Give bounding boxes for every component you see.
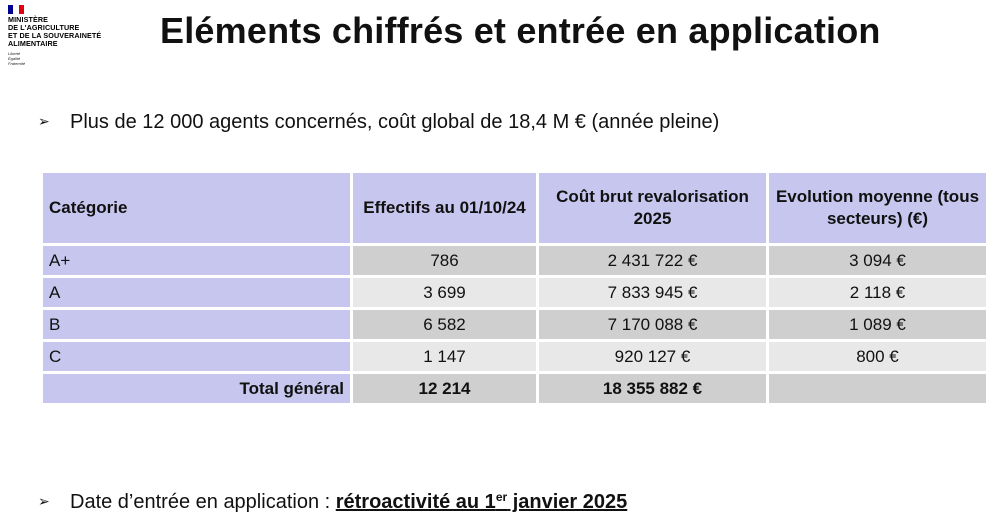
cell-effectifs: 6 582 (350, 307, 539, 342)
cell-effectifs: 786 (350, 243, 539, 278)
header-effectifs: Effectifs au 01/10/24 (350, 170, 539, 246)
cell-cout: 920 127 € (536, 339, 769, 374)
header-categorie: Catégorie (40, 170, 353, 246)
marianne-flag-icon (8, 5, 24, 14)
emphasis-text-start: rétroactivité au 1 (335, 491, 496, 513)
arrow-bullet-icon: ➢ (38, 113, 50, 129)
ordinal-superscript: er (495, 490, 508, 504)
cell-evolution: 1 089 € (766, 307, 989, 342)
slide-title: Eléments chiffrés et entrée en applicati… (160, 10, 881, 51)
table-header-row: Catégorie Effectifs au 01/10/24 Coût bru… (40, 170, 989, 246)
cell-cout: 7 170 088 € (536, 307, 769, 342)
bullet-agents-text: Plus de 12 000 agents concernés, coût gl… (70, 111, 720, 133)
cell-effectifs: 1 147 (350, 339, 539, 374)
republic-motto: Liberté Égalité Fraternité (8, 51, 26, 66)
header-cout-brut: Coût brut revalorisation 2025 (536, 170, 769, 246)
cell-total-evolution (766, 371, 989, 406)
figures-table: Catégorie Effectifs au 01/10/24 Coût bru… (40, 170, 989, 406)
cell-evolution: 800 € (766, 339, 989, 374)
header-evolution: Evolution moyenne (tous secteurs) (€) (766, 170, 989, 246)
cell-categorie: B (40, 307, 353, 342)
cell-cout: 2 431 722 € (536, 243, 769, 278)
table-row: A 3 699 7 833 945 € 2 118 € (40, 275, 989, 310)
cell-total-effectifs: 12 214 (350, 371, 539, 406)
table-total-row: Total général 12 214 18 355 882 € (40, 371, 989, 406)
table-row: A+ 786 2 431 722 € 3 094 € (40, 243, 989, 278)
cell-total-cout: 18 355 882 € (536, 371, 769, 406)
bullet-date-prefix: Date d’entrée en application : (70, 491, 336, 513)
cell-total-label: Total général (40, 371, 353, 406)
cell-cout: 7 833 945 € (536, 275, 769, 310)
table-row: C 1 147 920 127 € 800 € (40, 339, 989, 374)
arrow-bullet-icon: ➢ (38, 493, 50, 509)
cell-categorie: C (40, 339, 353, 374)
ministry-name: MINISTÈRE DE L'AGRICULTURE ET DE LA SOUV… (8, 15, 102, 48)
cell-categorie: A+ (40, 243, 353, 278)
ministry-logo: MINISTÈRE DE L'AGRICULTURE ET DE LA SOUV… (8, 5, 128, 75)
cell-evolution: 2 118 € (766, 275, 989, 310)
cell-evolution: 3 094 € (766, 243, 989, 278)
bullet-date: ➢ Date d’entrée en application : rétroact… (38, 490, 627, 514)
bullet-date-emphasis: rétroactivité au 1er janvier 2025 (335, 490, 628, 513)
cell-categorie: A (40, 275, 353, 310)
cell-effectifs: 3 699 (350, 275, 539, 310)
emphasis-text-end: janvier 2025 (507, 491, 628, 513)
table-row: B 6 582 7 170 088 € 1 089 € (40, 307, 989, 342)
bullet-agents: ➢ Plus de 12 000 agents concernés, coût g… (38, 111, 719, 134)
